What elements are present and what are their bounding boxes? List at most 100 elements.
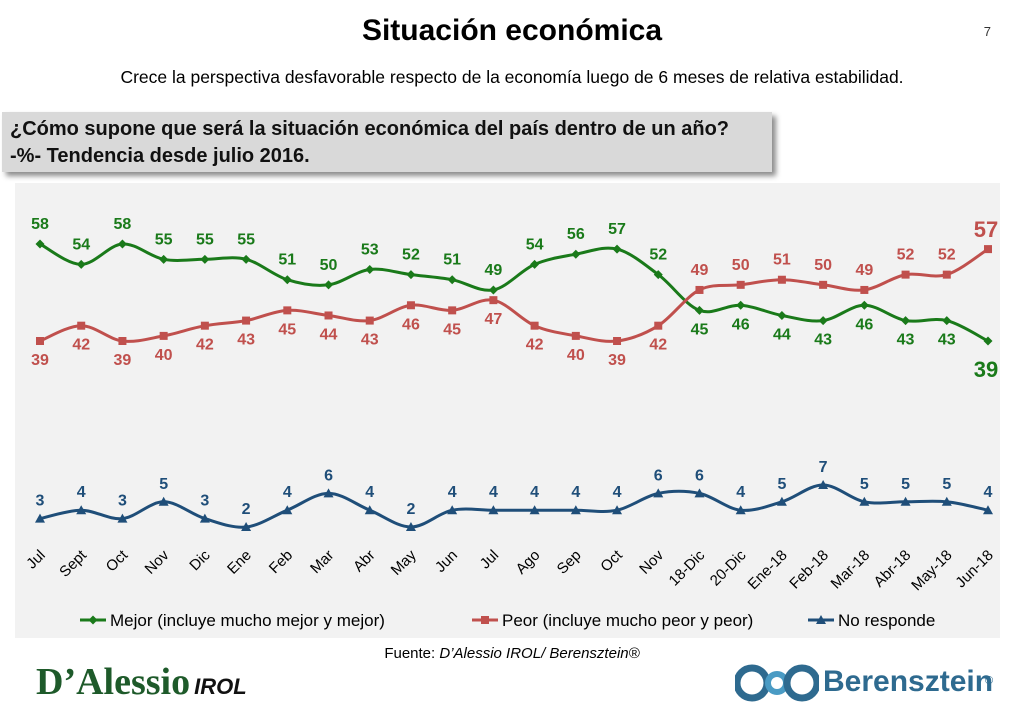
point-no-responde <box>900 496 911 506</box>
point-mejor <box>901 316 911 326</box>
point-peor <box>819 280 828 289</box>
data-label-peor: 42 <box>526 337 544 354</box>
data-label-no-responde: 6 <box>324 467 333 484</box>
point-peor <box>159 331 168 340</box>
data-label-mejor: 58 <box>114 216 132 233</box>
x-tick-label: Nov <box>636 546 667 577</box>
x-tick-label: Ago <box>513 547 544 578</box>
data-label-peor: 45 <box>278 321 296 338</box>
x-tick-label: Mar <box>307 547 337 577</box>
data-label-peor: 40 <box>155 347 173 364</box>
point-no-responde <box>570 505 581 515</box>
point-mejor <box>117 239 127 249</box>
point-mejor <box>488 285 498 295</box>
series-mejor: 58 54 58 55 55 55 51 50 53 52 51 49 54 56 57 52 45 46 44 43… <box>31 216 998 382</box>
point-peor <box>654 321 663 330</box>
data-label-peor: 39 <box>114 352 132 369</box>
point-mejor <box>530 259 540 269</box>
data-label-no-responde: 3 <box>36 493 45 510</box>
data-label-no-responde: 6 <box>654 467 663 484</box>
data-label-mejor: 46 <box>732 316 750 333</box>
data-label-mejor: 43 <box>814 332 832 349</box>
data-label-mejor: 57 <box>608 221 626 238</box>
data-label-peor: 46 <box>402 316 420 333</box>
data-label-no-responde: 7 <box>819 459 828 476</box>
point-peor <box>571 331 580 340</box>
point-peor <box>77 321 86 330</box>
legend-item-mejor: Mejor (incluye mucho mejor y mejor) <box>80 611 385 630</box>
data-label-no-responde: 4 <box>530 484 539 501</box>
data-label-mejor: 46 <box>855 316 873 333</box>
point-mejor <box>818 316 828 326</box>
data-label-no-responde: 4 <box>571 484 580 501</box>
x-tick-label: Jun <box>432 547 461 576</box>
data-label-mejor: 43 <box>938 332 956 349</box>
x-tick-label: 18-Dic <box>666 546 709 589</box>
point-no-responde <box>859 496 870 506</box>
chart-background <box>15 183 1000 638</box>
point-mejor <box>942 316 952 326</box>
x-tick-label: 20-Dic <box>707 546 750 589</box>
data-label-peor: 49 <box>691 262 709 279</box>
berensztein-logo-registered: ® <box>985 675 994 687</box>
point-mejor <box>200 254 210 264</box>
data-label-no-responde: 5 <box>901 476 910 493</box>
x-tick-label: Feb <box>266 547 296 577</box>
data-label-peor: 42 <box>196 337 214 354</box>
point-peor <box>200 321 209 330</box>
data-label-no-responde: 3 <box>200 493 209 510</box>
series-peor: 39 42 39 40 42 43 45 44 43 46 45 47 42 40 39 42 49 50 51 50… <box>31 217 998 369</box>
x-tick-label: Dic <box>186 546 214 574</box>
point-mejor <box>571 249 581 259</box>
point-no-responde <box>776 496 787 506</box>
page-title: Situación económica <box>361 14 663 47</box>
point-no-responde <box>653 488 664 498</box>
point-peor <box>283 306 292 315</box>
point-peor <box>530 321 539 330</box>
data-label-mejor: 51 <box>443 252 461 269</box>
point-mejor <box>406 270 416 280</box>
point-mejor <box>282 275 292 285</box>
data-label-peor: 39 <box>31 352 49 369</box>
x-tick-label: Ene <box>224 547 255 578</box>
data-label-peor: 45 <box>443 321 461 338</box>
data-label-mejor: 54 <box>72 236 90 253</box>
data-label-no-responde: 6 <box>695 467 704 484</box>
dalessio-logo-name: D’Alessio <box>36 661 191 703</box>
data-label-peor: 52 <box>897 247 915 264</box>
point-no-responde <box>694 488 705 498</box>
point-mejor <box>159 254 169 264</box>
data-label-mejor: 51 <box>278 252 296 269</box>
point-no-responde <box>35 513 45 523</box>
data-label-no-responde: 5 <box>159 476 168 493</box>
point-no-responde <box>735 505 746 515</box>
point-mejor <box>365 265 375 275</box>
point-peor <box>36 337 44 345</box>
data-label-mejor: 55 <box>155 231 173 248</box>
data-label-peor: 42 <box>72 337 90 354</box>
point-mejor <box>777 310 787 320</box>
point-peor <box>118 337 127 345</box>
point-peor <box>695 285 704 294</box>
x-tick-label: May-18 <box>908 547 955 594</box>
point-no-responde <box>447 505 458 515</box>
data-label-mejor: 58 <box>31 216 49 233</box>
data-label-peor: 43 <box>237 332 255 349</box>
point-no-responde <box>405 522 416 531</box>
page-number: 7 <box>983 24 991 39</box>
point-no-responde <box>364 505 375 515</box>
point-peor <box>860 285 869 294</box>
point-peor <box>324 311 333 320</box>
data-label-peor: 50 <box>814 257 832 274</box>
data-label-no-responde: 4 <box>489 484 498 501</box>
point-peor <box>365 316 374 325</box>
data-label-mejor: 43 <box>897 332 915 349</box>
data-label-peor: 39 <box>608 352 626 369</box>
x-tick-label: Sep <box>554 547 585 578</box>
data-label-no-responde: 4 <box>448 484 457 501</box>
data-label-mejor: 39 <box>974 357 998 382</box>
point-no-responde <box>282 505 293 515</box>
legend-label: Mejor (incluye mucho mejor y mejor) <box>110 611 385 630</box>
data-label-mejor: 54 <box>526 236 544 253</box>
